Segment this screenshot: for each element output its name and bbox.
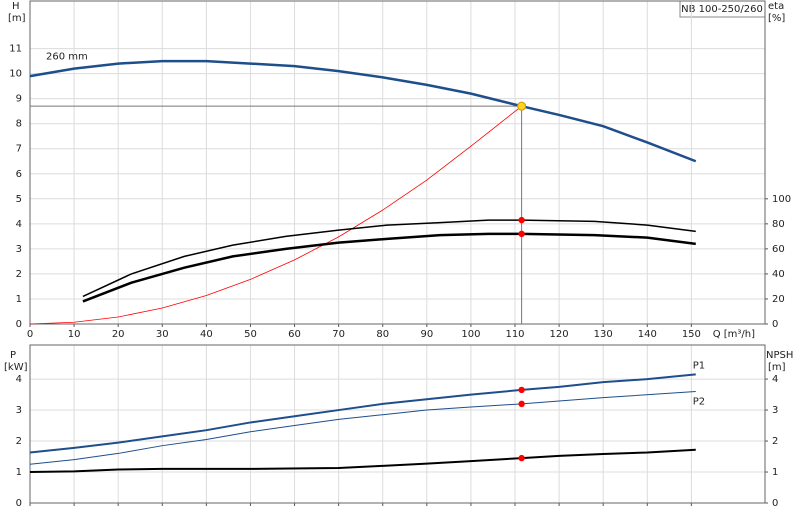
y2-tick-label: 20 xyxy=(772,294,785,305)
operating-marker xyxy=(518,216,525,224)
y-axis-unit: [m] xyxy=(8,13,26,24)
y-axis-label: P xyxy=(10,350,16,361)
y2-tick-label: 2 xyxy=(772,436,778,447)
y-tick-label: 7 xyxy=(16,144,22,155)
series-label: P1 xyxy=(693,360,705,371)
y2-axis-unit: [%] xyxy=(768,13,785,24)
series-line xyxy=(82,219,696,298)
y-tick-label: 6 xyxy=(16,169,22,180)
y-tick-label: 0 xyxy=(16,319,22,330)
y2-axis-label: NPSH xyxy=(766,350,793,361)
y-tick-label: 10 xyxy=(9,69,22,80)
y-tick-label: 4 xyxy=(16,219,22,230)
x-tick-label: 80 xyxy=(376,329,389,340)
series-line xyxy=(29,105,522,325)
y2-tick-label: 100 xyxy=(772,194,791,205)
x-tick-label: 30 xyxy=(156,329,169,340)
y-tick-label: 2 xyxy=(16,436,22,447)
y-tick-label: 1 xyxy=(16,294,22,305)
series-line xyxy=(29,59,697,163)
y-tick-label: 2 xyxy=(16,269,22,280)
series-label: 260 mm xyxy=(46,52,88,63)
y-axis-unit: [kW] xyxy=(4,362,28,373)
series-line xyxy=(29,448,696,474)
y2-tick-label: 60 xyxy=(772,244,785,255)
x-tick-label: 70 xyxy=(332,329,345,340)
operating-marker xyxy=(518,454,525,462)
y2-tick-label: 4 xyxy=(772,374,778,385)
operating-marker xyxy=(518,230,525,238)
x-tick-label: 90 xyxy=(420,329,433,340)
operating-marker xyxy=(518,386,525,394)
y-tick-label: 0 xyxy=(16,498,22,509)
x-tick-label: 150 xyxy=(682,329,701,340)
series-line xyxy=(82,232,696,303)
y-tick-label: 4 xyxy=(16,374,22,385)
y2-tick-label: 40 xyxy=(772,269,785,280)
x-axis-label: Q [m³/h] xyxy=(713,329,755,340)
y2-tick-label: 3 xyxy=(772,405,778,416)
x-tick-label: 10 xyxy=(68,329,81,340)
y-tick-label: 5 xyxy=(16,194,22,205)
chart-title: NB 100-250/260 xyxy=(681,4,763,15)
y2-tick-label: 0 xyxy=(772,319,778,330)
y2-tick-label: 80 xyxy=(772,219,785,230)
y2-tick-label: 0 xyxy=(772,498,778,509)
operating-marker xyxy=(518,400,525,408)
y-tick-label: 9 xyxy=(16,94,22,105)
x-tick-label: 20 xyxy=(112,329,125,340)
y2-axis-label: eta xyxy=(768,1,784,12)
x-tick-label: 110 xyxy=(505,329,524,340)
x-tick-label: 130 xyxy=(594,329,613,340)
series-label: P2 xyxy=(693,396,705,407)
x-tick-label: 50 xyxy=(244,329,257,340)
y2-tick-label: 1 xyxy=(772,467,778,478)
x-tick-label: 40 xyxy=(200,329,213,340)
series-line xyxy=(29,373,696,454)
plot-frame xyxy=(29,344,766,504)
y-tick-label: 11 xyxy=(9,44,22,55)
y-tick-label: 8 xyxy=(16,119,22,130)
plot-frame xyxy=(29,0,766,325)
x-tick-label: 140 xyxy=(638,329,657,340)
y-tick-label: 3 xyxy=(16,244,22,255)
x-tick-label: 0 xyxy=(27,329,33,340)
x-tick-label: 120 xyxy=(550,329,569,340)
y-tick-label: 1 xyxy=(16,467,22,478)
y-tick-label: 3 xyxy=(16,405,22,416)
x-tick-label: 100 xyxy=(461,329,480,340)
duty-point xyxy=(517,101,527,111)
series-line xyxy=(29,390,696,465)
y2-axis-unit: [m] xyxy=(768,362,786,373)
x-tick-label: 60 xyxy=(288,329,301,340)
y-axis-label: H xyxy=(12,1,20,12)
